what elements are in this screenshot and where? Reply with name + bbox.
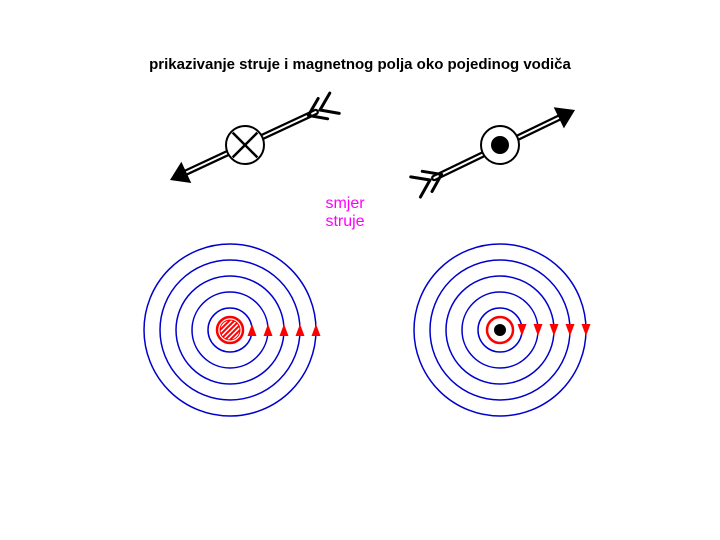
field-direction-arrow-icon bbox=[518, 324, 527, 336]
diagram-svg-layer bbox=[0, 0, 720, 540]
current-out-of-page-icon bbox=[481, 126, 519, 164]
field-direction-arrow-icon bbox=[534, 324, 543, 336]
conductor-into-page-icon bbox=[205, 317, 255, 343]
field-direction-arrow-icon bbox=[582, 324, 591, 336]
current-into-page-icon bbox=[226, 126, 264, 164]
field-direction-arrow-icon bbox=[296, 324, 305, 336]
field-direction-arrow-icon bbox=[550, 324, 559, 336]
conductor-out-of-page-icon bbox=[487, 317, 513, 343]
field-direction-arrow-icon bbox=[264, 324, 273, 336]
field-direction-arrow-icon bbox=[248, 324, 257, 336]
field-direction-arrow-icon bbox=[312, 324, 321, 336]
field-direction-arrow-icon bbox=[280, 324, 289, 336]
diagram-canvas: prikazivanje struje i magnetnog polja ok… bbox=[0, 0, 720, 540]
field-direction-arrow-icon bbox=[566, 324, 575, 336]
